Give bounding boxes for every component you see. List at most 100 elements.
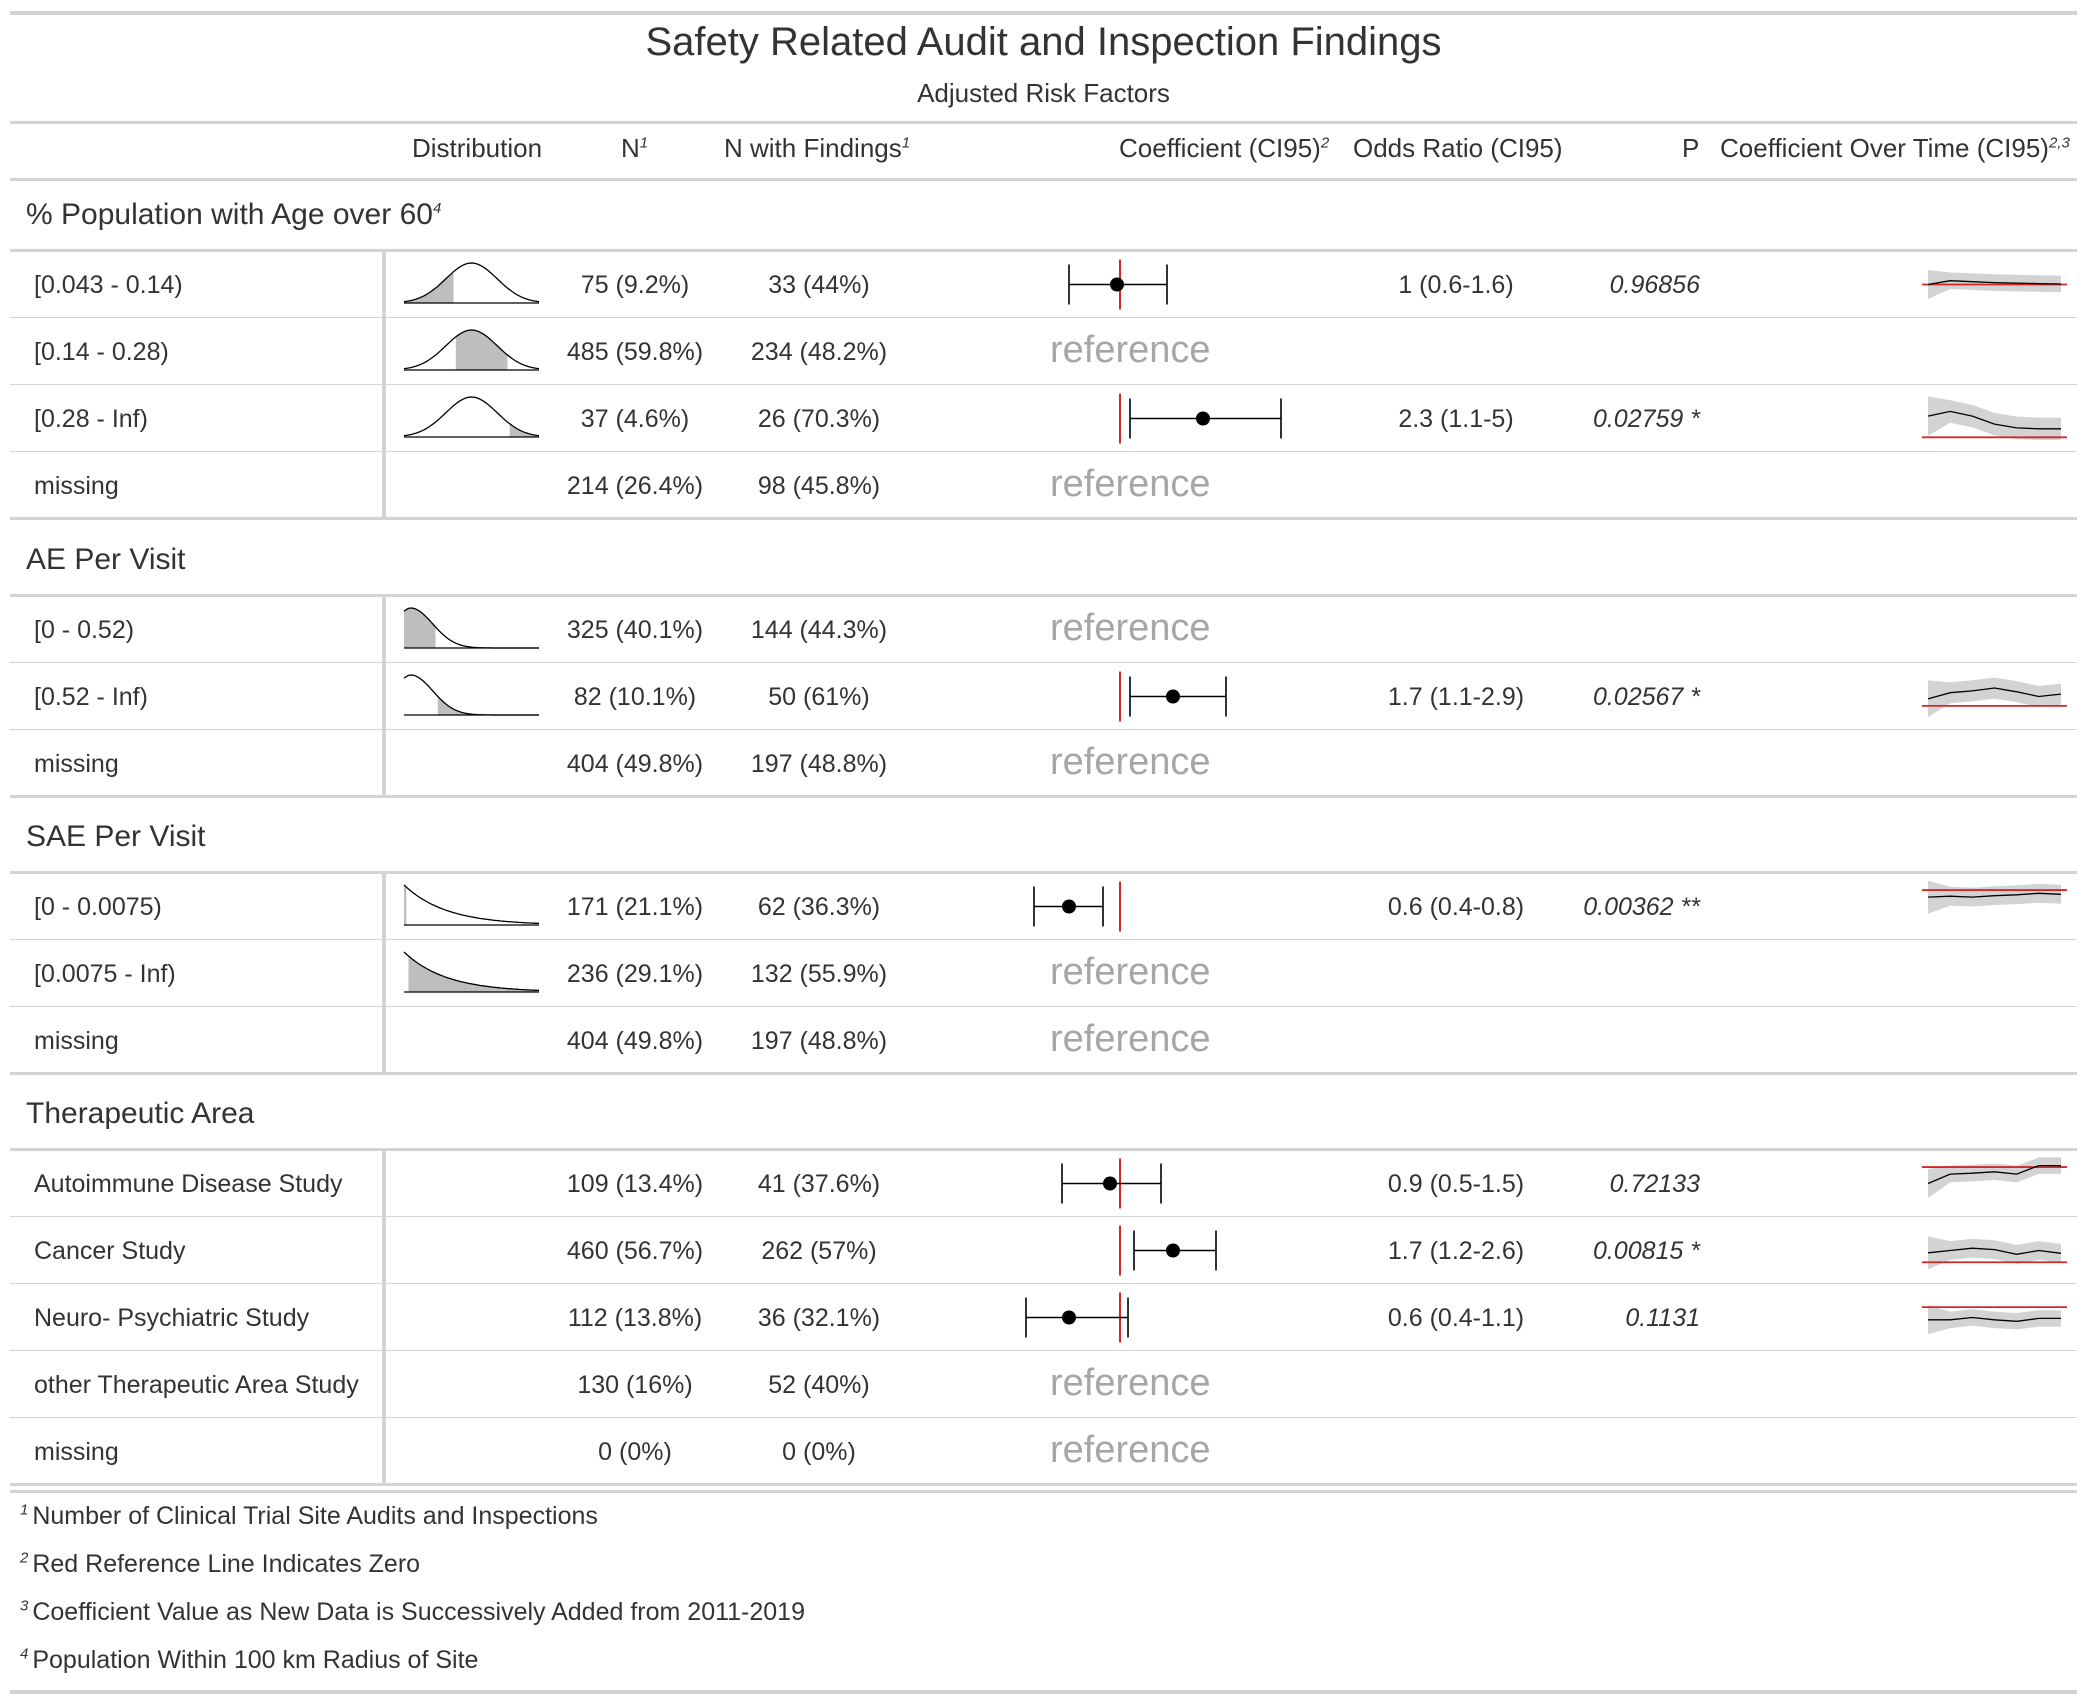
- n-findings-cell: 50 (61%): [768, 682, 870, 711]
- row-label: missing: [34, 471, 119, 500]
- row-rule: [10, 662, 2077, 663]
- n-cell: 236 (29.1%): [566, 959, 704, 988]
- distribution-fill: [509, 423, 539, 437]
- distribution-fill: [404, 885, 407, 925]
- col-header-n-findings: N with Findings1: [724, 133, 911, 163]
- row-label: [0.043 - 0.14): [34, 270, 183, 299]
- coefficient-point: [1062, 899, 1076, 914]
- p-value-cell: 0.00362 **: [1583, 892, 1700, 921]
- table-title: Safety Related Audit and Inspection Find…: [645, 20, 1442, 64]
- n-cell: 325 (40.1%): [566, 615, 704, 644]
- group-end-rule: [10, 1483, 2077, 1486]
- reference-label: reference: [1050, 606, 1211, 649]
- footnote: 3 Coefficient Value as New Data is Succes…: [20, 1598, 805, 1627]
- p-value-cell: 0.02759 *: [1592, 404, 1700, 433]
- row-label: Neuro- Psychiatric Study: [34, 1303, 310, 1332]
- row-rule: [10, 317, 2077, 318]
- group-rule: [10, 249, 2077, 252]
- footnote-text: Red Reference Line Indicates Zero: [32, 1550, 421, 1578]
- stub-divider: [382, 1351, 386, 1418]
- n-findings-cell: 0 (0%): [782, 1437, 856, 1466]
- row-label: [0.52 - Inf): [34, 682, 148, 711]
- footnote-rule: [10, 1490, 2077, 1493]
- odds-ratio-cell: 0.9 (0.5-1.5): [1387, 1169, 1525, 1198]
- footnote-text: Coefficient Value as New Data is Success…: [32, 1598, 805, 1626]
- trend-line: [1927, 1164, 2061, 1185]
- stub-divider: [382, 1007, 386, 1074]
- coefficient-point: [1196, 411, 1210, 426]
- n-findings-cell: 26 (70.3%): [757, 404, 881, 433]
- bottom-rule: [10, 1690, 2077, 1694]
- stub-divider: [382, 1284, 386, 1351]
- odds-ratio-cell: 1.7 (1.2-2.6): [1387, 1236, 1525, 1265]
- row-label: Cancer Study: [34, 1236, 186, 1265]
- stub-divider: [382, 730, 386, 797]
- p-value-cell: 0.96856: [1609, 270, 1700, 299]
- trend-ci-band: [1928, 1236, 2061, 1270]
- row-rule: [10, 1417, 2077, 1418]
- p-value-cell: 0.02567 *: [1592, 682, 1700, 711]
- row-rule: [10, 1350, 2077, 1351]
- n-cell: 171 (21.1%): [566, 892, 704, 921]
- stub-divider: [382, 663, 386, 730]
- n-findings-cell: 197 (48.8%): [750, 1026, 888, 1055]
- group-end-rule: [10, 1072, 2077, 1075]
- n-cell: 460 (56.7%): [566, 1236, 704, 1265]
- footnote: 4 Population Within 100 km Radius of Site: [20, 1646, 478, 1675]
- p-value-cell: 0.00815 *: [1592, 1236, 1700, 1265]
- row-rule: [10, 451, 2077, 452]
- reference-label: reference: [1050, 1428, 1211, 1471]
- distribution-fill: [408, 956, 539, 992]
- stub-divider: [382, 596, 386, 663]
- trend-ci-band: [1928, 880, 2061, 914]
- trend-line: [1927, 410, 2061, 430]
- group-label: SAE Per Visit: [26, 820, 206, 854]
- row-label: missing: [34, 749, 119, 778]
- col-header-over-time: Coefficient Over Time (CI95)2,3: [1720, 133, 2070, 163]
- row-rule: [10, 939, 2077, 940]
- group-rule: [10, 594, 2077, 597]
- stub-divider: [382, 940, 386, 1007]
- stub-divider: [382, 1418, 386, 1485]
- row-label: [0.14 - 0.28): [34, 337, 169, 366]
- distribution-fill: [404, 608, 436, 648]
- row-label: missing: [34, 1026, 119, 1055]
- row-label: missing: [34, 1437, 119, 1466]
- stub-divider: [382, 385, 386, 452]
- reference-label: reference: [1050, 1361, 1211, 1404]
- stub-divider: [382, 873, 386, 940]
- row-label: Autoimmune Disease Study: [34, 1169, 343, 1198]
- table-subtitle: Adjusted Risk Factors: [917, 78, 1170, 108]
- trend-ci-band: [1928, 677, 2061, 718]
- footnote-text: Population Within 100 km Radius of Site: [32, 1646, 479, 1674]
- row-rule: [10, 1006, 2077, 1007]
- stub-divider: [382, 1150, 386, 1217]
- coefficient-point: [1103, 1176, 1117, 1191]
- group-end-rule: [10, 795, 2077, 798]
- n-cell: 109 (13.4%): [566, 1169, 704, 1198]
- row-label: [0.0075 - Inf): [34, 959, 176, 988]
- distribution-fill: [455, 330, 508, 370]
- distribution-fill: [437, 696, 539, 715]
- coefficient-point: [1110, 277, 1124, 292]
- n-cell: 0 (0%): [598, 1437, 672, 1466]
- odds-ratio-cell: 0.6 (0.4-1.1): [1387, 1303, 1525, 1332]
- footnote-mark: 3: [20, 1597, 29, 1615]
- n-findings-cell: 144 (44.3%): [750, 615, 888, 644]
- footnote-mark: 1: [20, 1501, 29, 1519]
- n-findings-cell: 262 (57%): [761, 1236, 877, 1265]
- n-cell: 404 (49.8%): [566, 749, 704, 778]
- column-header-rule: [10, 178, 2077, 181]
- reference-label: reference: [1050, 740, 1211, 783]
- group-label-text: AE Per Visit: [26, 543, 186, 576]
- group-label-footnote: 4: [432, 200, 442, 217]
- n-findings-cell: 98 (45.8%): [757, 471, 881, 500]
- odds-ratio-cell: 1 (0.6-1.6): [1398, 270, 1514, 299]
- n-cell: 82 (10.1%): [573, 682, 697, 711]
- footnote-mark: 2: [20, 1549, 29, 1567]
- stub-divider: [382, 452, 386, 519]
- group-label: Therapeutic Area: [26, 1097, 254, 1131]
- col-header-odds-ratio: Odds Ratio (CI95): [1353, 133, 1563, 163]
